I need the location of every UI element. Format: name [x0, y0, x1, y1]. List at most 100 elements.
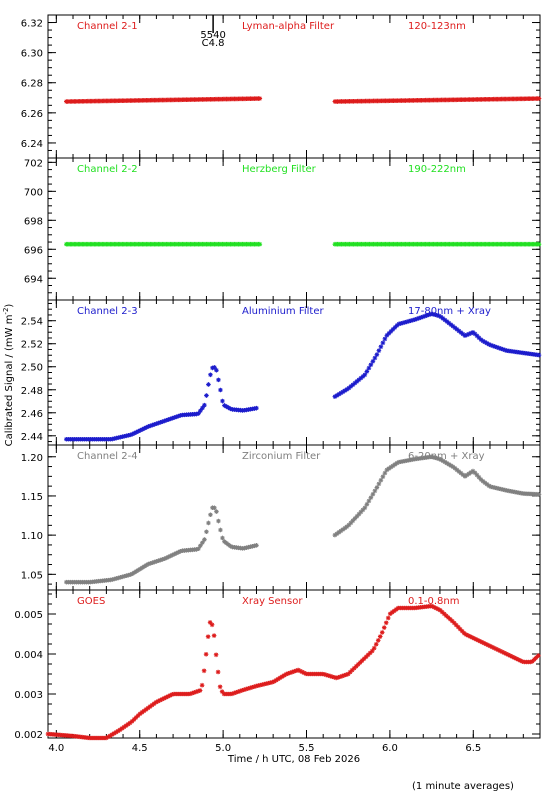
- p5-point: [195, 688, 201, 694]
- p3-point: [366, 365, 372, 371]
- p4-point: [168, 553, 173, 559]
- p3-point: [392, 325, 398, 330]
- p2-header-0: Channel 2-2: [77, 164, 138, 175]
- p5-point: [137, 711, 143, 717]
- p4-point: [366, 498, 372, 504]
- p1-frame: [47, 14, 541, 159]
- p5-point: [139, 710, 145, 715]
- p5-point: [117, 727, 123, 733]
- p4-point: [486, 483, 492, 489]
- p4-point: [194, 547, 199, 552]
- p4-point: [358, 509, 364, 515]
- p3-point: [398, 321, 404, 326]
- p5-point: [528, 659, 533, 665]
- p3-point: [488, 342, 494, 348]
- p5-point: [113, 729, 119, 735]
- p5-point: [369, 648, 375, 654]
- p3-point: [340, 389, 346, 395]
- p5-point: [299, 669, 305, 675]
- p5-point: [359, 658, 365, 663]
- p3-point: [162, 418, 167, 424]
- p3-point: [360, 374, 366, 379]
- p4-point: [206, 520, 211, 526]
- p4-ytick-label-2: 1.15: [21, 492, 43, 503]
- p4-ytick-label-3: 1.20: [21, 453, 43, 464]
- p5-point: [373, 641, 379, 647]
- p3-point: [202, 402, 207, 408]
- p5-point: [235, 689, 241, 695]
- p4-point: [474, 472, 480, 478]
- p4-point: [224, 540, 229, 546]
- p5-point: [335, 675, 341, 680]
- p5-point: [379, 630, 385, 635]
- p4-point: [430, 454, 436, 460]
- p5-point: [301, 670, 307, 676]
- p4-point: [442, 459, 448, 465]
- p4-point: [196, 546, 201, 552]
- p3-point: [254, 405, 259, 411]
- p3-ytick-label-3: 2.50: [21, 363, 43, 374]
- p5-point: [494, 646, 499, 652]
- p4-point: [352, 516, 358, 521]
- p2-ytick-label-0: 694: [24, 274, 43, 285]
- p3-point: [346, 385, 352, 391]
- p5-point: [479, 640, 485, 645]
- p3-point: [482, 339, 488, 345]
- p5-point: [449, 618, 455, 624]
- p5-point: [275, 676, 281, 682]
- p3-point: [418, 315, 424, 320]
- p3-point: [174, 414, 179, 420]
- p2-ytick-label-3: 700: [24, 187, 43, 198]
- p5-point: [153, 699, 159, 705]
- p1-ytick-label-1: 6.26: [21, 109, 43, 120]
- p2-header-1: Herzberg Filter: [242, 164, 317, 175]
- p4-point: [174, 550, 179, 556]
- p5-point: [155, 698, 161, 704]
- p4-point: [130, 571, 135, 577]
- p3-point: [376, 348, 382, 353]
- p5-point: [475, 638, 481, 643]
- p5-point: [363, 654, 369, 660]
- p4-point: [158, 557, 163, 563]
- p4-point: [144, 562, 149, 568]
- p5-point: [189, 690, 195, 696]
- p5-point: [496, 647, 501, 653]
- p3-point: [456, 328, 462, 334]
- p5-point: [197, 688, 203, 693]
- p5-point: [506, 652, 511, 658]
- p4-point: [118, 575, 123, 580]
- p5-point: [151, 701, 157, 706]
- p3-point: [466, 331, 472, 337]
- p4-point: [452, 465, 458, 471]
- p5-point: [193, 689, 199, 695]
- p3-point: [380, 340, 386, 346]
- p5-point: [339, 673, 345, 679]
- p4-point: [482, 480, 488, 486]
- p3-point: [476, 335, 482, 340]
- p4-point: [432, 455, 438, 460]
- p4-point: [150, 560, 155, 566]
- p5-point: [111, 731, 117, 736]
- p3-point: [132, 430, 137, 436]
- p4-point: [368, 495, 374, 500]
- p4-point: [480, 478, 486, 484]
- p3-point: [464, 332, 470, 338]
- p3-ytick-label-1: 2.46: [21, 409, 43, 420]
- p4-point: [178, 548, 183, 554]
- xtick-label-1: 4.5: [132, 743, 148, 754]
- p5-point: [103, 735, 109, 741]
- p3-point: [172, 415, 177, 420]
- p5-point: [492, 645, 497, 651]
- p4-point: [124, 573, 129, 578]
- p5-point: [271, 679, 277, 684]
- p3-point: [436, 313, 442, 319]
- p5-point: [361, 656, 367, 661]
- p3-point: [390, 327, 396, 332]
- p5-point: [502, 650, 507, 656]
- p4-point: [380, 474, 386, 479]
- p4-point: [454, 467, 460, 473]
- p3-point: [470, 330, 476, 335]
- p3-point: [338, 390, 344, 396]
- p3-point: [382, 336, 388, 342]
